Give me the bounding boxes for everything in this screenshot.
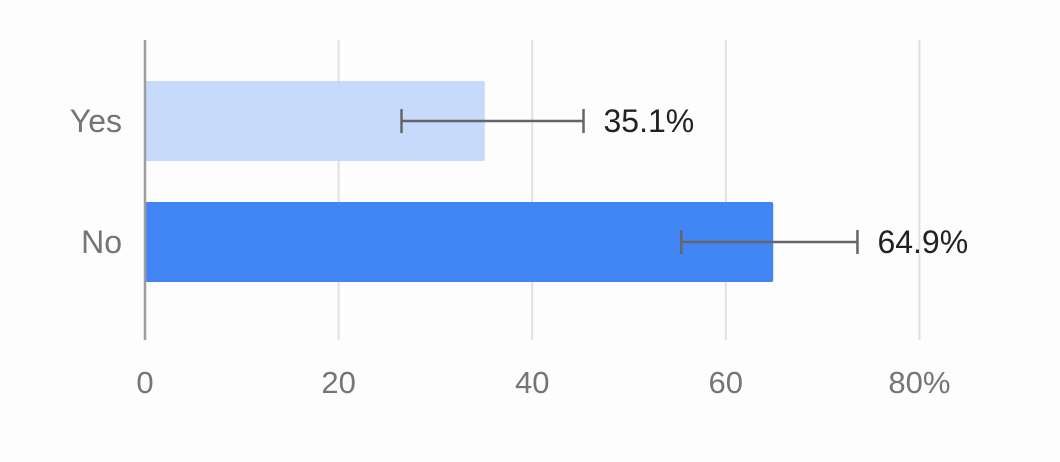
error-bars [400, 109, 859, 254]
category-label-no: No [81, 224, 122, 260]
bars [145, 81, 774, 282]
gridlines [337, 40, 921, 340]
x-tick-label-80: 80% [888, 365, 950, 400]
x-tick-label-0: 0 [136, 365, 153, 400]
bar-no [145, 202, 774, 282]
data-label-no: 64.9% [877, 224, 968, 260]
x-tick-label-20: 20 [321, 365, 355, 400]
data-label-yes: 35.1% [604, 103, 695, 139]
category-label-yes: Yes [70, 103, 122, 139]
bar-yes [145, 81, 485, 161]
x-tick-label-40: 40 [515, 365, 549, 400]
labels: 0 20 40 60 80% Yes 35.1% No 64.9% [70, 103, 968, 400]
x-tick-label-60: 60 [709, 365, 743, 400]
